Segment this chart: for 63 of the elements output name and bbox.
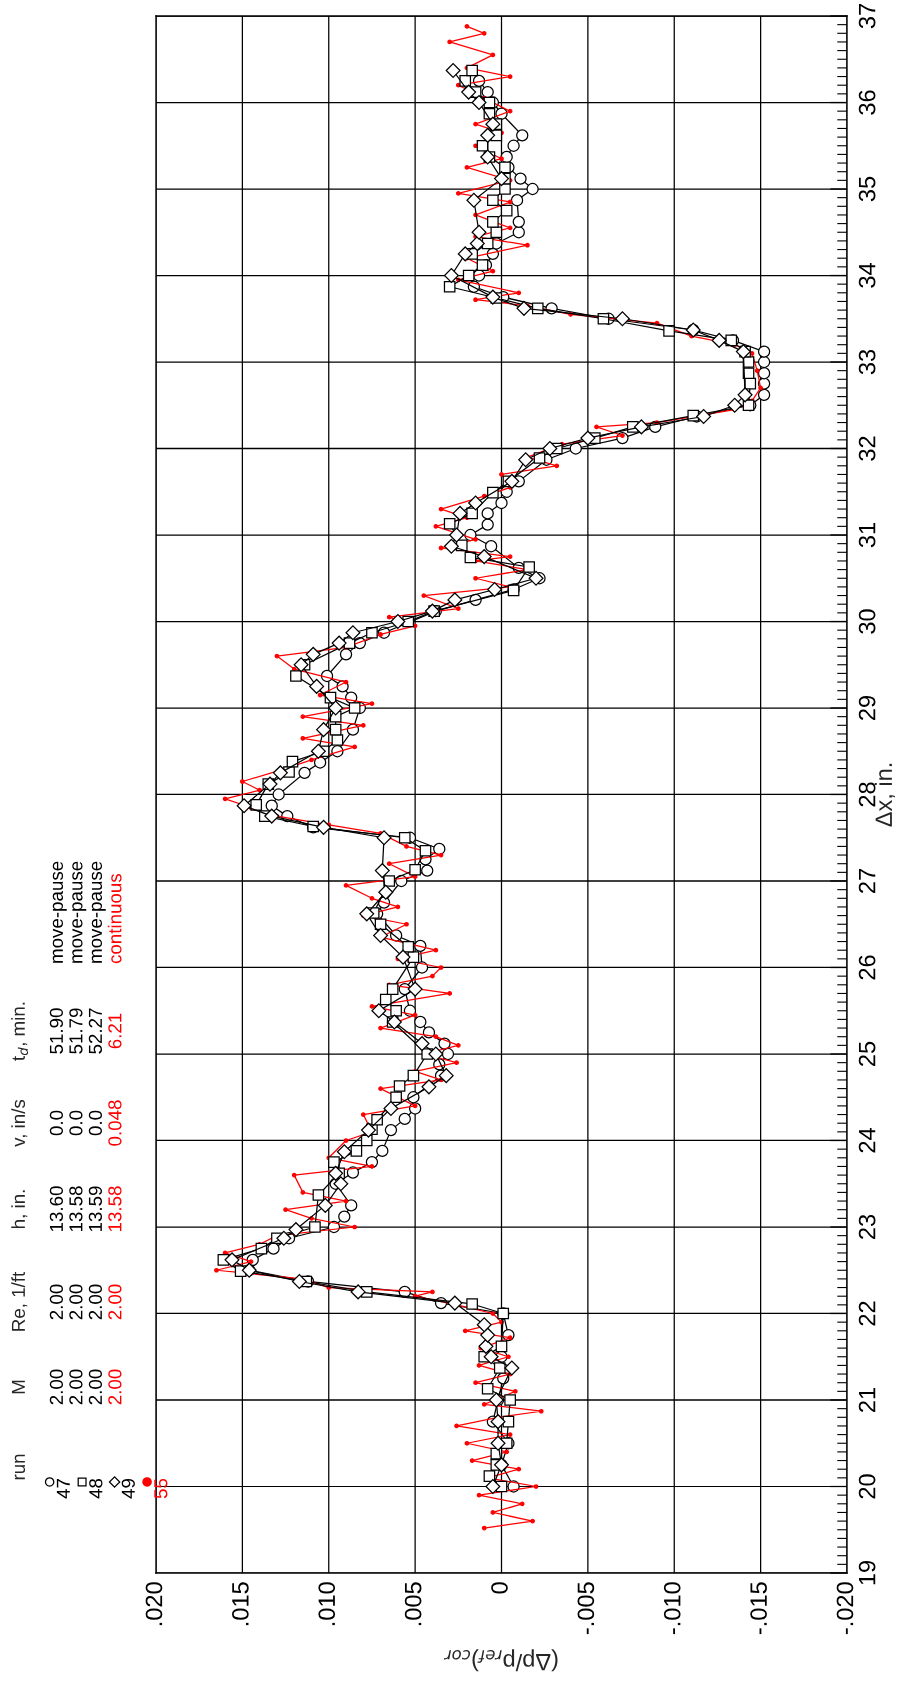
y-tick-label: 36 [858, 90, 876, 115]
x-tick-label: -.010 [663, 1582, 681, 1635]
y-tick-label: 21 [858, 1388, 876, 1412]
text: 2.00 [108, 1369, 122, 1405]
y-tick-label: 34 [858, 263, 876, 288]
text: 6.21 [108, 1013, 122, 1049]
x-tick-label: .015 [231, 1582, 249, 1626]
y-tick-label: 37 [858, 4, 876, 29]
x-tick-label: -.020 [836, 1582, 854, 1635]
y-tick-label: 32 [858, 436, 876, 461]
y-tick-label: 22 [858, 1301, 876, 1326]
x-tick-label: 0 [491, 1582, 508, 1594]
text: 13.60 [49, 1186, 64, 1232]
text: run [14, 1454, 26, 1480]
x-tick-label: -.005 [577, 1582, 595, 1635]
y-tick-label: 19 [858, 1560, 876, 1585]
y-tick-label: 27 [858, 869, 876, 893]
text: v, in/s [11, 1099, 28, 1147]
x-tick-label: .005 [404, 1582, 422, 1626]
text: 0.0 [49, 1110, 64, 1136]
text: move-pause [91, 861, 106, 963]
text: t$_{d}$, min. [11, 1002, 29, 1061]
text: 13.58 [69, 1186, 83, 1232]
y-tick-label: 35 [858, 176, 876, 202]
text: Re, 1/ft [11, 1271, 28, 1331]
text: 0.048 [108, 1100, 122, 1146]
y-tick-label: 31 [858, 523, 876, 548]
y-tick-label: 24 [858, 1128, 876, 1153]
y-tick-label: 30 [858, 609, 876, 634]
x-axis-title: (Δp/p$_{ref}$)$_{cor}$ [443, 1649, 558, 1672]
y-tick-label: 29 [858, 695, 876, 720]
y-tick-label: 28 [858, 782, 876, 807]
y-tick-label: 20 [858, 1474, 876, 1499]
text: move-pause [52, 861, 67, 963]
text: 2.00 [69, 1369, 83, 1405]
x-tick-label: .010 [318, 1582, 336, 1626]
text: M [11, 1380, 25, 1394]
legend-label: 47 [56, 1479, 70, 1499]
y-tick-label: 26 [858, 955, 876, 980]
text: 51.79 [69, 1008, 83, 1054]
text: 2.00 [88, 1284, 103, 1320]
text: h, in. [11, 1190, 28, 1229]
text: move-pause [72, 861, 87, 963]
text: 51.90 [49, 1008, 64, 1054]
legend-label: 49 [121, 1479, 135, 1499]
text: 2.00 [108, 1284, 122, 1320]
text: 2.00 [69, 1284, 83, 1320]
text: 2.00 [49, 1369, 64, 1405]
text: 52.27 [88, 1008, 103, 1054]
text: 13.59 [88, 1186, 103, 1232]
y-tick-label: 23 [858, 1214, 876, 1239]
text: 0.0 [88, 1110, 103, 1136]
y-tick-label: 25 [858, 1041, 876, 1066]
legend-label: 48 [89, 1478, 103, 1499]
x-tick-label: -.015 [750, 1582, 767, 1635]
y-tick-label: 33 [858, 349, 876, 375]
legend-label: 55 [154, 1478, 168, 1499]
text: continuous [107, 873, 122, 964]
text: 2.00 [49, 1284, 64, 1320]
text: 2.00 [88, 1369, 103, 1405]
text: 13.58 [108, 1186, 122, 1232]
x-tick-label: .020 [145, 1582, 163, 1626]
text: 0.0 [69, 1110, 83, 1136]
